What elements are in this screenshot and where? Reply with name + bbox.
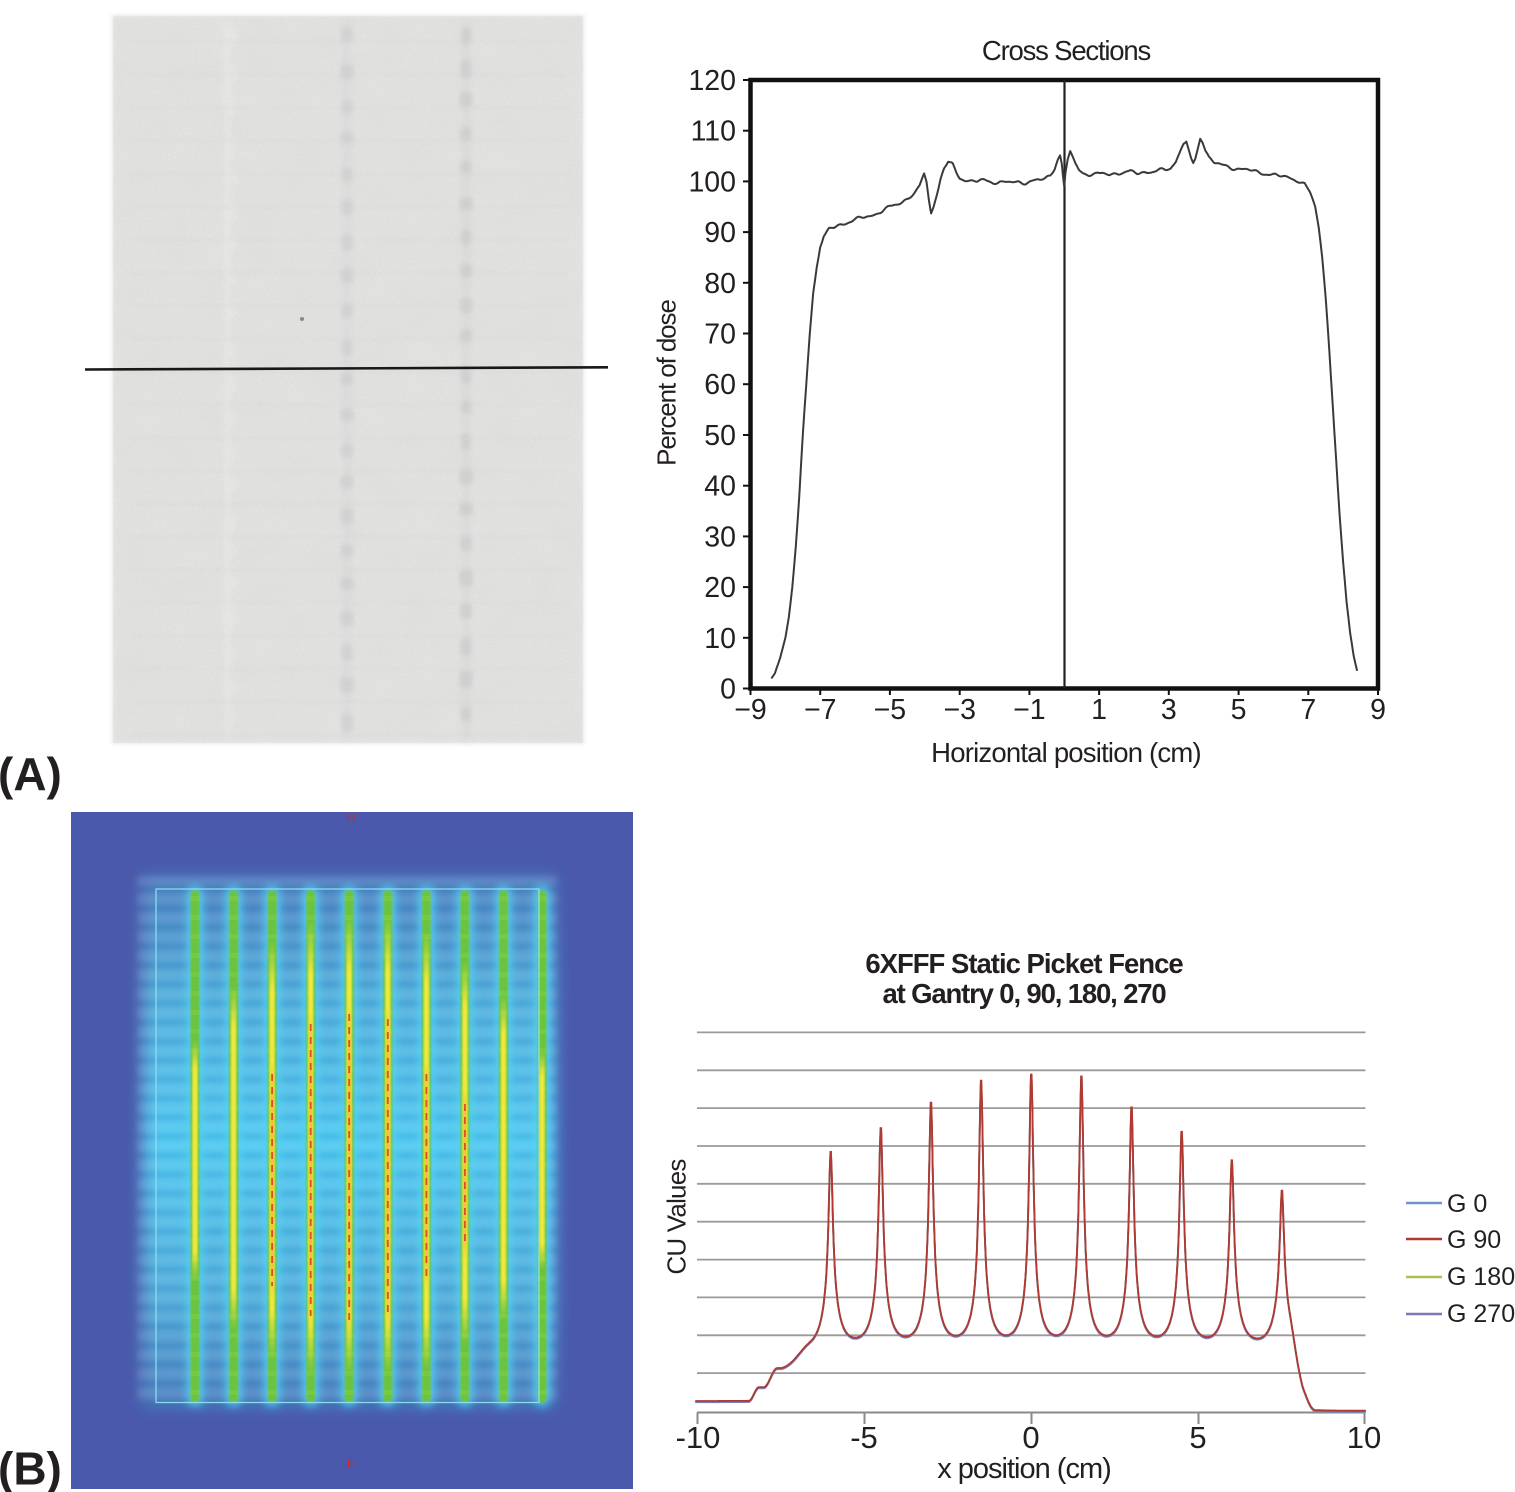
svg-text:at Gantry 0, 90, 180, 270: at Gantry 0, 90, 180, 270 — [882, 978, 1166, 1009]
svg-text:120: 120 — [688, 65, 736, 97]
svg-text:(A): (A) — [0, 748, 62, 800]
svg-text:−3: −3 — [943, 694, 976, 726]
svg-text:10: 10 — [704, 623, 736, 655]
svg-text:110: 110 — [691, 116, 736, 148]
svg-text:3: 3 — [1161, 694, 1177, 726]
svg-text:G 270: G 270 — [1447, 1300, 1515, 1328]
svg-text:80: 80 — [704, 268, 736, 300]
svg-text:90: 90 — [704, 217, 736, 249]
svg-text:(B): (B) — [0, 1443, 62, 1492]
svg-text:−9: −9 — [734, 694, 767, 726]
svg-text:40: 40 — [704, 471, 736, 503]
svg-text:H: H — [346, 810, 355, 825]
svg-text:10: 10 — [1347, 1420, 1381, 1455]
svg-text:Percent of dose: Percent of dose — [652, 300, 682, 466]
svg-text:-10: -10 — [676, 1420, 721, 1455]
svg-text:x position (cm): x position (cm) — [937, 1453, 1111, 1485]
svg-text:5: 5 — [1189, 1420, 1206, 1455]
svg-text:9: 9 — [1370, 694, 1386, 726]
svg-text:60: 60 — [704, 369, 736, 401]
svg-text:50: 50 — [704, 420, 736, 452]
svg-text:−5: −5 — [874, 694, 907, 726]
svg-text:−7: −7 — [804, 694, 837, 726]
svg-text:1: 1 — [1091, 694, 1107, 726]
svg-text:Horizontal position (cm): Horizontal position (cm) — [931, 737, 1201, 768]
svg-text:0: 0 — [720, 674, 736, 706]
svg-text:20: 20 — [704, 572, 736, 604]
svg-text:0: 0 — [1022, 1420, 1039, 1455]
svg-text:G 90: G 90 — [1447, 1226, 1501, 1254]
svg-text:CU Values: CU Values — [662, 1159, 692, 1275]
svg-text:G 180: G 180 — [1447, 1263, 1515, 1291]
svg-text:70: 70 — [704, 319, 736, 351]
svg-text:6XFFF Static Picket Fence: 6XFFF Static Picket Fence — [865, 948, 1183, 979]
svg-text:7: 7 — [1300, 694, 1316, 726]
svg-text:5: 5 — [1231, 694, 1247, 726]
svg-text:100: 100 — [688, 166, 736, 198]
svg-text:G 0: G 0 — [1447, 1190, 1487, 1218]
svg-text:−1: −1 — [1013, 694, 1046, 726]
svg-text:F: F — [347, 1456, 355, 1471]
svg-text:Cross Sections: Cross Sections — [982, 35, 1151, 66]
svg-text:30: 30 — [704, 521, 736, 553]
svg-text:-5: -5 — [850, 1420, 878, 1455]
